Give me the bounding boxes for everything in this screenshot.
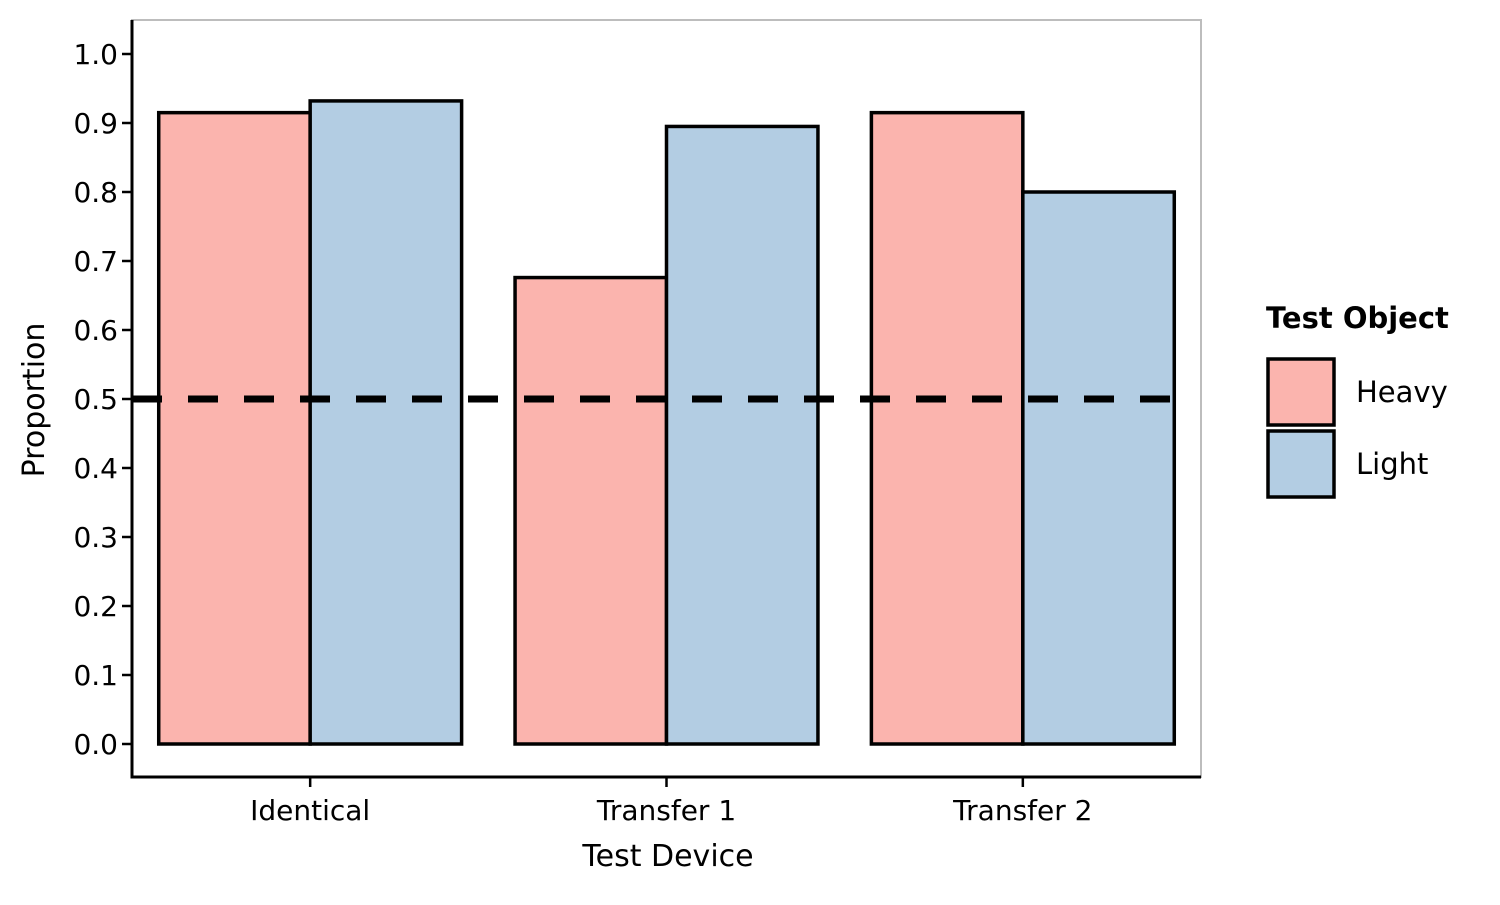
y-tick-label: 1.0 [73,38,118,71]
y-tick-label: 0.2 [73,590,118,623]
bar-light-transfer-2 [1021,190,1177,746]
y-tick-label: 0.9 [73,107,118,140]
y-axis-title: Proportion [17,323,52,478]
bar-light-transfer-1 [664,124,820,746]
x-tick-label: Transfer 2 [952,794,1092,827]
legend-title: Test Object [1266,301,1449,335]
y-tick-label: 0.0 [73,728,118,761]
x-tick-label: Transfer 1 [596,794,736,827]
x-tick-label: Identical [250,794,370,827]
y-tick-label: 0.6 [73,314,118,347]
bar-heavy-identical [156,110,312,746]
y-tick-label: 0.7 [73,245,118,278]
y-tick-label: 0.4 [73,452,118,485]
y-tick-label: 0.8 [73,176,118,209]
legend-swatch-light [1266,429,1336,499]
x-axis-title: Test Device [581,839,753,874]
legend: Test Object Heavy Light [1266,301,1449,499]
y-tick-label: 0.5 [73,383,118,416]
bar-heavy-transfer-1 [513,275,669,746]
bar-heavy-transfer-2 [869,110,1025,746]
y-tick-label: 0.3 [73,521,118,554]
legend-label-light: Light [1356,447,1428,481]
bar-light-identical [308,99,464,746]
y-tick-label: 0.1 [73,659,118,692]
legend-swatch-heavy [1266,357,1336,427]
legend-label-heavy: Heavy [1356,375,1448,409]
